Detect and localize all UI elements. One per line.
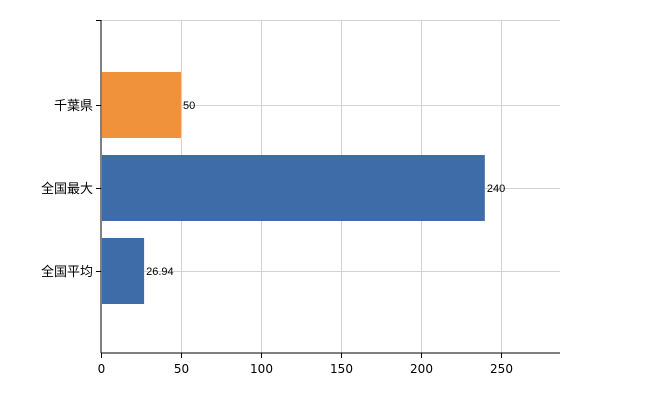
x-tick-label: 50 bbox=[174, 362, 189, 376]
x-tick-label: 0 bbox=[98, 362, 106, 376]
x-tick-label: 150 bbox=[330, 362, 353, 376]
x-tick-label: 250 bbox=[490, 362, 513, 376]
data-label: 26.94 bbox=[146, 266, 174, 278]
category-label: 全国平均 bbox=[41, 264, 93, 280]
x-tick-label: 100 bbox=[250, 362, 273, 376]
bar bbox=[102, 72, 181, 138]
data-label: 50 bbox=[183, 100, 195, 112]
category-label: 全国最大 bbox=[41, 181, 93, 197]
labels: 0 50 100 150 200 250 千葉県 50 全国最大 240 全国平均 26.94 bbox=[41, 99, 513, 376]
x-tick-label: 200 bbox=[410, 362, 433, 376]
bar bbox=[102, 155, 485, 221]
category-label: 千葉県 bbox=[54, 99, 93, 114]
data-label: 240 bbox=[487, 183, 505, 195]
axes bbox=[96, 20, 560, 358]
bar bbox=[102, 238, 145, 304]
bars bbox=[102, 72, 485, 304]
